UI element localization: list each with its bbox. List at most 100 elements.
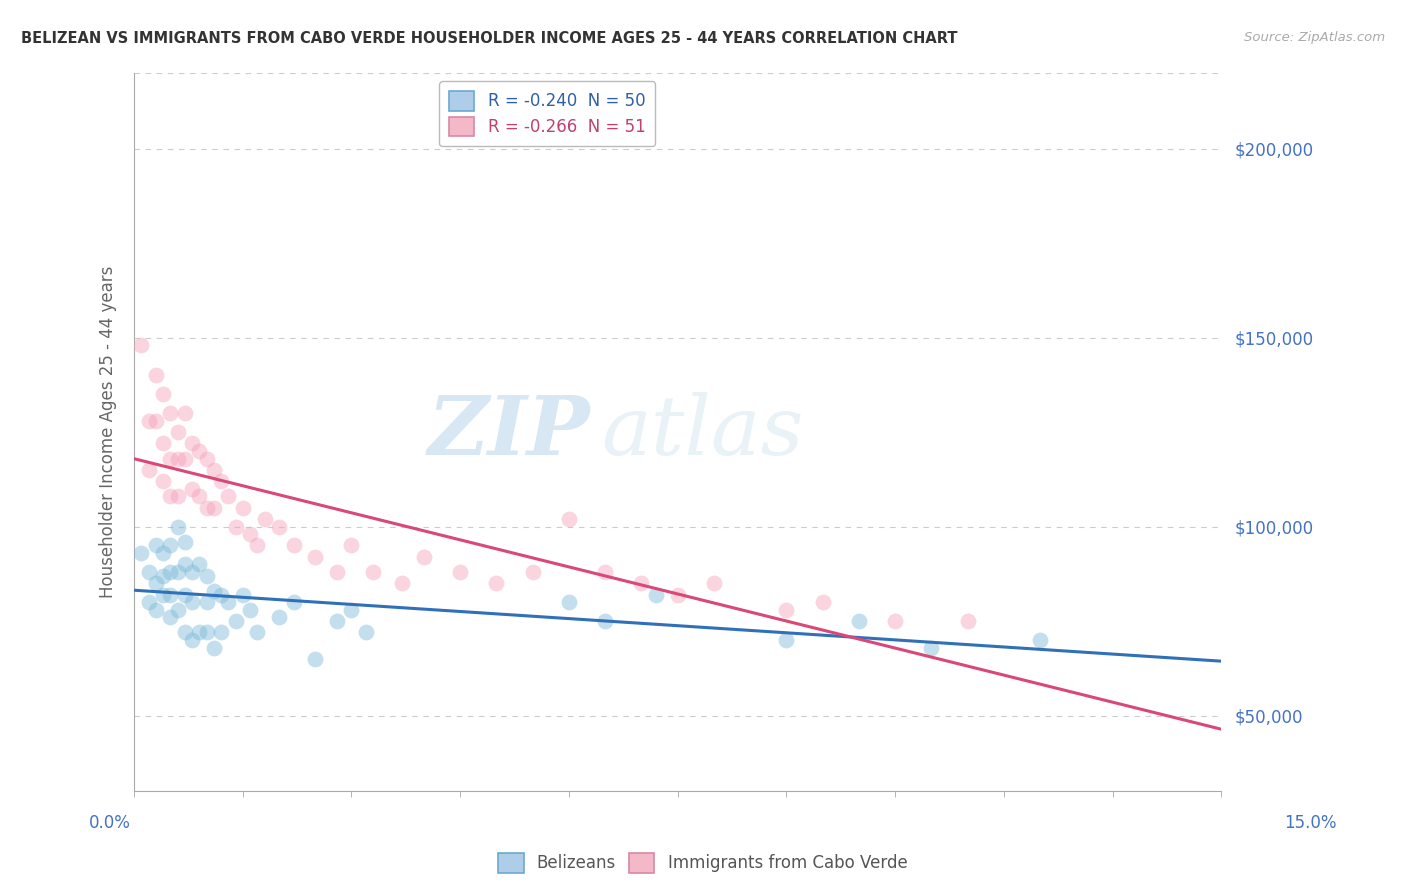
Point (326, 565, 349, 579)
Point (159, 489, 181, 503)
Point (340, 539, 363, 553)
Text: 15.0%: 15.0% (1284, 814, 1337, 831)
Point (152, 474, 174, 488)
Point (195, 568, 218, 582)
Point (361, 565, 384, 579)
Text: BELIZEAN VS IMMIGRANTS FROM CABO VERDE HOUSEHOLDER INCOME AGES 25 - 44 YEARS COR: BELIZEAN VS IMMIGRANTS FROM CABO VERDE H… (21, 31, 957, 46)
Point (246, 625, 269, 640)
Point (152, 436, 174, 450)
Point (326, 614, 349, 628)
Point (239, 527, 262, 541)
Point (202, 640, 225, 655)
Point (166, 425, 188, 439)
Point (181, 436, 204, 450)
Point (145, 603, 167, 617)
Point (283, 595, 305, 609)
Point (129, 338, 152, 352)
Point (340, 603, 363, 617)
Point (593, 565, 616, 579)
Point (138, 595, 160, 609)
Point (811, 595, 834, 609)
Text: ZIP: ZIP (427, 392, 591, 472)
Point (485, 576, 508, 591)
Point (558, 595, 581, 609)
Point (166, 603, 188, 617)
Point (848, 614, 870, 628)
Point (188, 489, 211, 503)
Point (304, 652, 326, 666)
Text: atlas: atlas (602, 392, 804, 472)
Point (202, 500, 225, 515)
Point (159, 406, 181, 420)
Point (1029, 632, 1052, 647)
Point (159, 451, 181, 466)
Point (666, 588, 689, 602)
Point (225, 519, 247, 533)
Point (267, 610, 290, 624)
Point (522, 565, 544, 579)
Point (159, 610, 181, 624)
Point (181, 482, 204, 496)
Point (159, 588, 181, 602)
Point (283, 539, 305, 553)
Point (630, 576, 652, 591)
Point (152, 387, 174, 401)
Y-axis label: Householder Income Ages 25 - 44 years: Householder Income Ages 25 - 44 years (100, 266, 117, 599)
Point (166, 451, 188, 466)
Point (145, 414, 167, 428)
Legend: Belizeans, Immigrants from Cabo Verde: Belizeans, Immigrants from Cabo Verde (492, 847, 914, 880)
Point (246, 539, 269, 553)
Point (232, 588, 254, 602)
Point (225, 614, 247, 628)
Point (181, 565, 204, 579)
Point (173, 588, 195, 602)
Point (232, 500, 254, 515)
Point (173, 625, 195, 640)
Point (209, 625, 232, 640)
Point (159, 539, 181, 553)
Point (645, 588, 668, 602)
Point (202, 463, 225, 477)
Text: 0.0%: 0.0% (89, 814, 131, 831)
Point (129, 546, 152, 560)
Point (166, 489, 188, 503)
Point (152, 568, 174, 582)
Point (188, 558, 211, 572)
Point (354, 625, 377, 640)
Point (188, 444, 211, 458)
Point (188, 625, 211, 640)
Point (217, 595, 239, 609)
Point (195, 500, 218, 515)
Point (195, 625, 218, 640)
Point (173, 558, 195, 572)
Point (304, 549, 326, 564)
Point (138, 463, 160, 477)
Point (145, 539, 167, 553)
Point (138, 414, 160, 428)
Point (775, 632, 797, 647)
Point (152, 546, 174, 560)
Point (391, 576, 413, 591)
Point (209, 588, 232, 602)
Point (253, 512, 276, 526)
Point (173, 406, 195, 420)
Point (920, 640, 942, 655)
Point (173, 451, 195, 466)
Point (145, 368, 167, 383)
Point (195, 595, 218, 609)
Point (181, 595, 204, 609)
Point (239, 603, 262, 617)
Point (166, 565, 188, 579)
Point (152, 588, 174, 602)
Point (267, 519, 290, 533)
Point (173, 534, 195, 549)
Point (195, 451, 218, 466)
Point (413, 549, 436, 564)
Point (159, 565, 181, 579)
Point (145, 576, 167, 591)
Point (593, 614, 616, 628)
Point (703, 576, 725, 591)
Legend: R = -0.240  N = 50, R = -0.266  N = 51: R = -0.240 N = 50, R = -0.266 N = 51 (439, 81, 655, 146)
Point (558, 512, 581, 526)
Point (217, 489, 239, 503)
